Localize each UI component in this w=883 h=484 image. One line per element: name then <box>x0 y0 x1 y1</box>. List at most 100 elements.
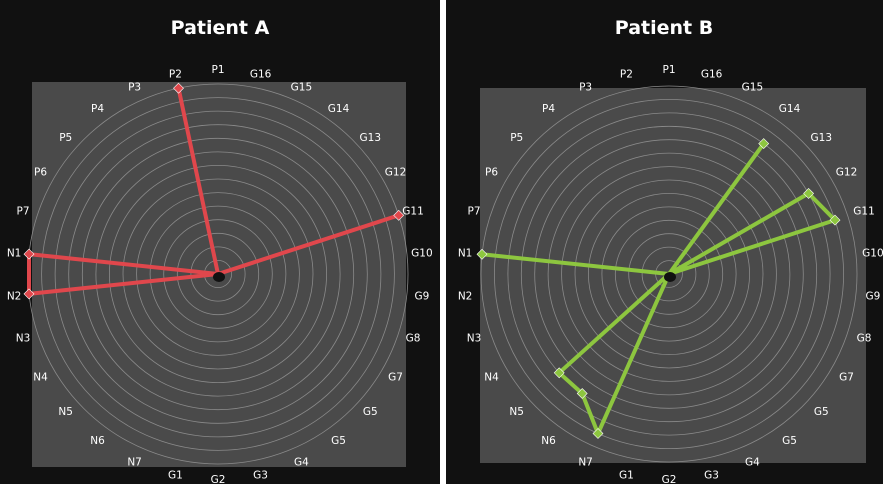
grid-ring <box>628 233 710 315</box>
category-label: G16 <box>250 69 272 81</box>
category-label: N1 <box>7 248 22 260</box>
category-label: G3 <box>253 470 268 482</box>
data-point <box>829 214 841 226</box>
data-point <box>592 428 604 439</box>
category-label: N7 <box>127 456 142 468</box>
category-label: G8 <box>406 332 421 344</box>
category-labels: P1 G16 G15 G14 G13 G12 G11 G10 G9 G8 G7 G5 G5 G4 G3 G2 G… <box>7 64 433 484</box>
category-label: G5 <box>814 406 829 418</box>
category-label: P6 <box>485 167 498 179</box>
category-label: G14 <box>779 103 801 115</box>
grid-ring <box>534 139 804 409</box>
category-label: G11 <box>853 206 875 218</box>
category-label: N1 <box>458 248 473 260</box>
category-label: N3 <box>467 332 482 344</box>
series-layer <box>23 82 405 300</box>
grid-ring <box>122 178 314 370</box>
category-label: N6 <box>90 435 105 447</box>
category-label: G1 <box>168 470 183 482</box>
category-label: G16 <box>701 69 723 81</box>
category-label: G2 <box>662 474 677 484</box>
data-point <box>173 82 184 94</box>
category-label: N2 <box>458 290 473 302</box>
category-label: N6 <box>541 435 556 447</box>
data-point <box>23 288 35 300</box>
category-label: N7 <box>578 456 593 468</box>
category-label: N4 <box>33 372 48 384</box>
series-layer <box>476 138 841 439</box>
category-label: G12 <box>385 167 407 179</box>
category-label: G12 <box>836 167 858 179</box>
category-label: P7 <box>16 206 29 218</box>
category-label: P7 <box>467 206 480 218</box>
grid-ring <box>81 137 355 411</box>
grid-ring <box>587 192 750 355</box>
category-label: P4 <box>542 103 555 115</box>
grid-ring <box>547 152 791 396</box>
grid-ring <box>507 112 831 436</box>
category-label: P2 <box>620 69 633 81</box>
data-point <box>758 138 770 150</box>
series-line <box>27 86 401 296</box>
category-label: G9 <box>414 290 429 302</box>
category-label: G13 <box>811 132 833 144</box>
category-label: G1 <box>619 470 634 482</box>
series-line <box>480 141 837 436</box>
data-point <box>393 209 405 221</box>
category-label: P4 <box>91 103 104 115</box>
category-label: P2 <box>169 69 182 81</box>
grid-ring <box>493 98 845 450</box>
category-label: P3 <box>579 82 592 94</box>
category-label: G8 <box>857 332 872 344</box>
category-label: N4 <box>484 372 499 384</box>
grid-ring <box>68 124 368 424</box>
category-label: G5 <box>363 406 378 418</box>
data-point <box>476 248 488 260</box>
category-label: G10 <box>862 248 883 260</box>
chart-panel-patient-b: Patient B P1 G16 G15 G14 G13 G12 G11 G10 G9 G8 G7 G… <box>446 0 883 484</box>
category-label: N5 <box>58 406 73 418</box>
category-label: G5 <box>331 435 346 447</box>
grid-ring <box>149 205 287 343</box>
grid-ring <box>614 219 724 329</box>
category-label: G4 <box>294 456 309 468</box>
chart-title: Patient B <box>615 17 713 39</box>
category-label: G7 <box>839 372 854 384</box>
grid-ring <box>41 97 395 451</box>
grid-ring <box>136 192 300 356</box>
chart-title: Patient A <box>171 17 270 39</box>
radial-grid <box>480 85 858 463</box>
category-label: P3 <box>128 82 141 94</box>
grid-ring <box>601 206 737 342</box>
data-point <box>803 187 815 199</box>
data-point <box>576 388 588 399</box>
grid-ring <box>561 166 777 382</box>
category-label: P5 <box>59 132 72 144</box>
category-label: P6 <box>34 167 47 179</box>
radar-chart-patient-a: Patient A P1 G16 G15 G14 G13 G12 G11 G10 G9 G8 G7 G… <box>7 17 433 484</box>
category-label: G15 <box>291 82 313 94</box>
center-marker <box>213 272 225 282</box>
category-label: P5 <box>510 132 523 144</box>
grid-ring <box>163 219 273 329</box>
category-label: G5 <box>782 435 797 447</box>
category-label: P1 <box>662 64 675 76</box>
category-label: N5 <box>509 406 524 418</box>
grid-ring <box>109 164 327 383</box>
data-point <box>23 248 35 260</box>
chart-panel-patient-a: Patient A P1 G16 G15 G14 G13 G12 G11 G10 G9 G8 G7 G… <box>0 0 440 484</box>
category-label: G2 <box>211 474 226 484</box>
category-label: G15 <box>742 82 764 94</box>
radial-grid <box>27 83 409 465</box>
grid-ring <box>574 179 764 369</box>
category-label: G9 <box>865 290 880 302</box>
category-label: G14 <box>328 103 350 115</box>
category-label: P1 <box>211 64 224 76</box>
grid-ring <box>176 232 260 316</box>
grid-ring <box>54 110 382 438</box>
grid-ring <box>95 151 341 397</box>
category-label: G7 <box>388 372 403 384</box>
grid-ring <box>190 246 246 302</box>
category-labels: P1 G16 G15 G14 G13 G12 G11 G10 G9 G8 G7 G5 G5 G4 G3 G2 G… <box>458 64 883 484</box>
category-label: G3 <box>704 470 719 482</box>
